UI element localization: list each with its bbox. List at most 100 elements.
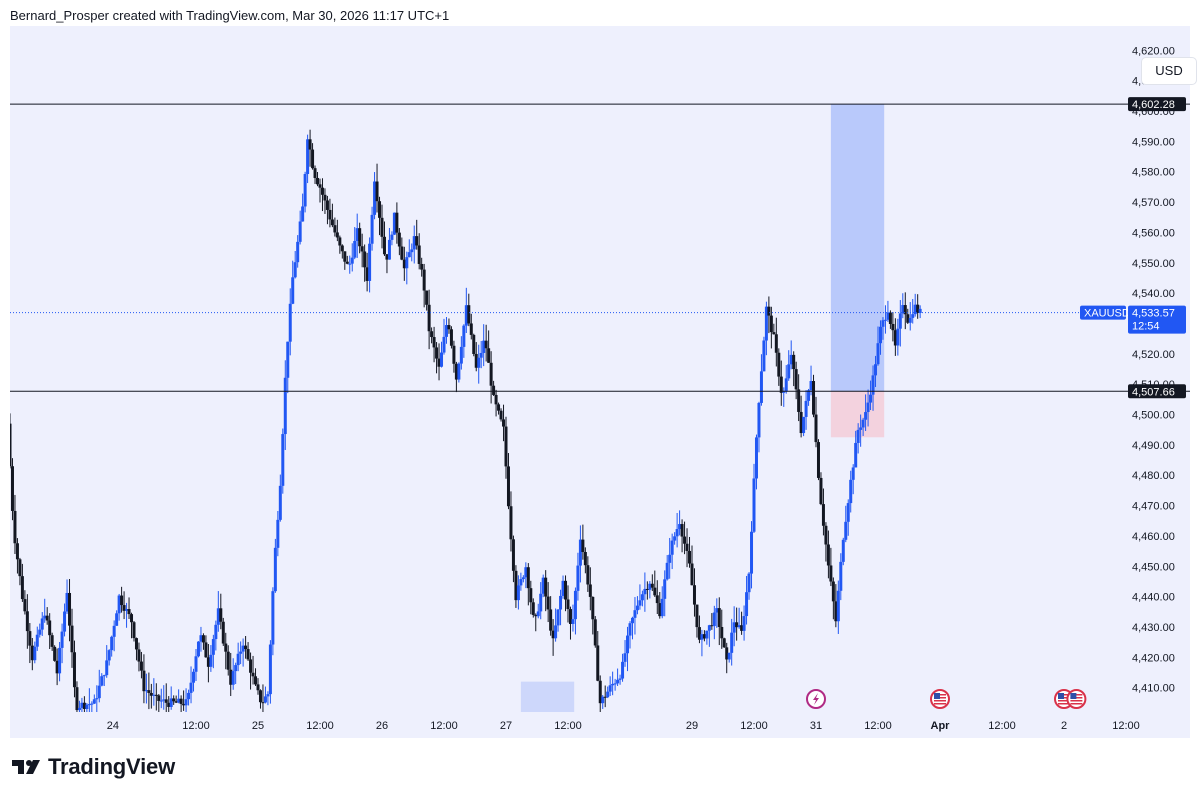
candle-body xyxy=(348,263,352,265)
candle-body xyxy=(596,645,600,681)
candle-body xyxy=(844,521,848,540)
candle-body xyxy=(745,592,749,617)
price-tick-label: 4,460.00 xyxy=(1132,531,1175,543)
candle-body xyxy=(320,187,324,195)
candle-body xyxy=(328,209,332,220)
candle-body xyxy=(787,364,791,379)
candle-body xyxy=(685,543,689,551)
candle-body xyxy=(167,702,171,707)
candle-body xyxy=(593,619,597,646)
candle-body xyxy=(179,698,183,704)
candle-body xyxy=(174,701,178,703)
candle-body xyxy=(487,348,491,363)
time-axis[interactable]: 24 12:00 25 12:00 26 12:00 27 12:00 29 12:00 31 12:… xyxy=(107,720,1140,732)
candle-body xyxy=(583,552,587,566)
level-price-tag[interactable]: 4,507.66 xyxy=(1128,384,1186,399)
candle-body xyxy=(444,325,448,337)
candle-body xyxy=(861,419,865,428)
candle-body xyxy=(261,702,265,704)
candle-body xyxy=(75,687,79,711)
chart-area[interactable]: 4,410.00 4,420.00 4,430.00 4,440.00 4,450.00… xyxy=(10,26,1196,738)
candle-body xyxy=(368,243,372,281)
us-flag-event-icon[interactable] xyxy=(930,689,950,709)
candle-body xyxy=(735,622,739,628)
candle-body xyxy=(633,610,637,618)
candle-body xyxy=(273,547,277,592)
candle-body xyxy=(598,680,602,704)
candle-body xyxy=(467,305,471,324)
candle-body xyxy=(316,177,320,185)
candle-body xyxy=(214,624,218,640)
symbol-tag[interactable]: XAUUSD xyxy=(1080,305,1130,320)
candle-body xyxy=(33,646,37,661)
level-price-tag[interactable]: 4,602.28 xyxy=(1128,97,1186,112)
candle-body xyxy=(898,313,902,329)
candle-body xyxy=(154,694,158,696)
time-tick-label: 12:00 xyxy=(430,720,458,732)
candle-body xyxy=(325,200,329,210)
candle-body xyxy=(365,267,369,281)
candle-body xyxy=(107,650,111,661)
candle-body xyxy=(63,611,67,632)
candle-body xyxy=(849,479,853,504)
candlestick-chart[interactable]: 4,410.00 4,420.00 4,430.00 4,440.00 4,450.00… xyxy=(10,26,1190,738)
candle-body xyxy=(373,181,377,215)
candle-body xyxy=(534,614,538,617)
tradingview-logo[interactable]: TradingView xyxy=(12,754,175,780)
candle-body xyxy=(53,646,57,661)
candle-body xyxy=(911,314,915,318)
candle-body xyxy=(221,621,225,644)
events-layer xyxy=(806,689,1087,709)
candle-body xyxy=(502,419,506,427)
lightning-event-icon[interactable] xyxy=(806,689,826,709)
candle-body xyxy=(546,596,550,610)
candle-body xyxy=(908,317,912,323)
candle-body xyxy=(120,595,124,606)
candle-body xyxy=(239,651,243,654)
candle-body xyxy=(888,312,892,324)
candle-body xyxy=(578,539,582,566)
price-tick-label: 4,410.00 xyxy=(1132,683,1175,695)
price-tick-label: 4,450.00 xyxy=(1132,561,1175,573)
target-zone[interactable] xyxy=(830,104,885,392)
candle-body xyxy=(216,608,220,625)
candle-body xyxy=(70,625,74,653)
candle-body xyxy=(293,262,297,278)
candle-body xyxy=(286,341,290,378)
candle-body xyxy=(700,634,704,640)
candle-body xyxy=(226,651,230,670)
candle-body xyxy=(231,671,235,685)
candle-body xyxy=(504,426,508,467)
candle-body xyxy=(576,565,580,591)
candle-body xyxy=(571,619,575,624)
candle-body xyxy=(673,536,677,541)
stop-zone[interactable] xyxy=(830,391,885,438)
candle-body xyxy=(683,536,687,544)
price-axis[interactable]: 4,410.00 4,420.00 4,430.00 4,440.00 4,450.00… xyxy=(1132,45,1175,694)
candle-body xyxy=(157,695,161,702)
candle-body xyxy=(236,653,240,666)
candle-body xyxy=(288,303,292,342)
candle-body xyxy=(246,649,250,660)
candle-body xyxy=(38,629,42,635)
candle-body xyxy=(482,340,486,353)
currency-selector-button[interactable]: USD xyxy=(1142,58,1196,84)
candle-body xyxy=(695,604,699,628)
demand-zone[interactable] xyxy=(520,681,575,712)
candle-body xyxy=(440,352,444,367)
time-tick-label: 31 xyxy=(810,720,822,732)
candle-body xyxy=(725,647,729,660)
candle-body xyxy=(80,702,84,708)
candle-body xyxy=(85,704,89,710)
us-flag-event-icon[interactable] xyxy=(1066,689,1087,709)
candle-body xyxy=(254,676,258,685)
candle-body xyxy=(750,531,754,574)
candle-body xyxy=(58,647,62,674)
candle-body xyxy=(628,623,632,636)
candle-body xyxy=(90,703,94,705)
candle-body xyxy=(204,642,208,658)
candle-body xyxy=(608,685,612,692)
tradingview-brand-label: TradingView xyxy=(48,754,175,779)
candle-body xyxy=(710,625,714,627)
